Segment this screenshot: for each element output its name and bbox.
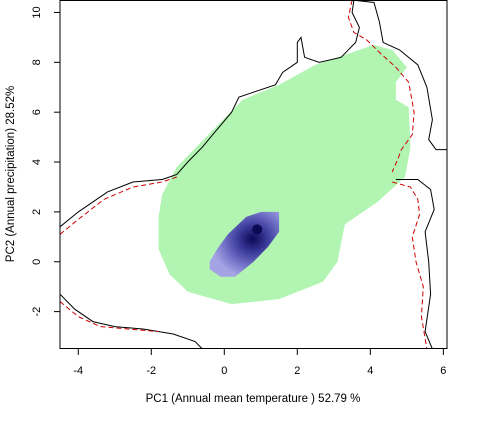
y-tick-label: 6 <box>31 109 43 115</box>
solid-envelope-line-1 <box>352 0 447 151</box>
solid-envelope-line-0 <box>60 0 360 228</box>
y-tick-label: -2 <box>31 307 43 317</box>
x-axis-title: PC1 (Annual mean temperature ) 52.79 % <box>146 393 361 405</box>
dashed-envelope-line-5 <box>347 0 415 173</box>
solid-envelope-line-2 <box>395 179 435 349</box>
y-axis-title: PC2 (Annual precipitation) 28.52% <box>5 86 17 262</box>
axes: -4 -2 0 2 4 6 -2 0 2 4 6 8 10 <box>31 6 446 377</box>
y-tick-label: 2 <box>31 209 43 215</box>
x-tick-label: 0 <box>221 365 227 377</box>
x-tick-label: -4 <box>73 365 83 377</box>
background-niche-area <box>158 44 411 305</box>
density-peak <box>252 224 263 235</box>
y-tick-label: 0 <box>31 259 43 265</box>
x-tick-label: 4 <box>367 365 373 377</box>
y-tick-label: 8 <box>31 59 43 65</box>
dashed-envelope-line-6 <box>392 181 428 349</box>
y-tick-label: 4 <box>31 159 43 165</box>
x-tick-label: 2 <box>294 365 300 377</box>
solid-envelope-line-3 <box>60 293 203 349</box>
plot-area <box>60 0 447 349</box>
y-tick-label: 10 <box>31 6 43 18</box>
plot-frame <box>59 0 448 349</box>
x-tick-label: -2 <box>146 365 156 377</box>
dashed-envelope-line-4 <box>60 176 177 235</box>
x-tick-label: 6 <box>440 365 446 377</box>
dashed-envelope-line-7 <box>60 301 159 333</box>
